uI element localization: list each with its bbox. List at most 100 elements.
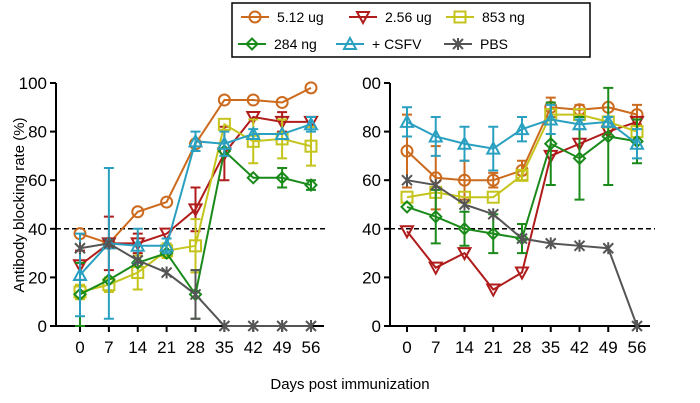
legend-label: 284 ng [274, 36, 317, 52]
data-point [486, 190, 500, 204]
data-point [275, 170, 290, 185]
data-point [304, 178, 318, 192]
data-point [600, 113, 616, 128]
data-point [218, 320, 231, 332]
y-tick-label: 0 [38, 317, 47, 336]
data-point [245, 111, 261, 126]
data-point [514, 266, 530, 281]
data-point [571, 116, 588, 131]
data-point [216, 135, 233, 150]
y-tick-label: 80 [362, 123, 381, 142]
legend-item [349, 11, 377, 26]
data-point [572, 151, 587, 166]
x-tick-label: 7 [104, 338, 113, 357]
data-point [400, 144, 414, 158]
data-point [401, 174, 413, 187]
x-tick-label: 0 [402, 338, 411, 357]
y-tick-label: 40 [28, 220, 47, 239]
data-point [217, 117, 231, 131]
data-point [545, 237, 557, 250]
data-point [573, 239, 586, 252]
x-tick-label: 21 [484, 338, 503, 357]
data-point [458, 198, 471, 211]
data-point [187, 203, 204, 218]
x-tick-label: 35 [541, 338, 560, 357]
legend-marker [355, 11, 371, 26]
data-point [487, 208, 499, 221]
data-point [304, 139, 318, 153]
data-point [543, 136, 558, 151]
series-PBS [401, 174, 643, 332]
legend-marker [245, 37, 259, 51]
y-tick-label: 100 [19, 74, 47, 93]
legend-label: 853 ng [482, 9, 525, 25]
x-tick-label: 28 [513, 338, 532, 357]
data-point [428, 128, 444, 143]
data-point [74, 242, 86, 255]
legend-marker [452, 38, 464, 50]
data-point [276, 320, 288, 332]
data-point [602, 242, 614, 255]
data-point [246, 170, 261, 185]
x-tick-label: 42 [244, 338, 263, 357]
data-point [485, 140, 501, 155]
data-point [456, 135, 473, 150]
data-point [428, 209, 443, 224]
x-tick-label: 28 [186, 338, 205, 357]
data-point [430, 179, 442, 192]
legend-label: 2.56 ug [385, 9, 432, 25]
series--CSFV [399, 103, 645, 172]
y-tick-label: 20 [362, 268, 381, 287]
series-line [406, 113, 638, 199]
data-point [131, 205, 145, 219]
data-point [400, 200, 414, 214]
series-line [79, 123, 312, 276]
legend-label: PBS [480, 36, 508, 52]
legend-label: 5.12 ug [277, 9, 324, 25]
data-point [485, 283, 501, 298]
legend-box [231, 2, 591, 58]
legend-marker [248, 10, 262, 24]
x-tick-label: 56 [302, 338, 321, 357]
data-point [514, 121, 530, 136]
legend-item [238, 37, 266, 51]
legend-item [336, 35, 364, 50]
x-tick-label: 21 [157, 338, 176, 357]
data-point [189, 288, 202, 301]
legend-item [241, 10, 269, 24]
x-tick-label: 7 [431, 338, 440, 357]
x-tick-label: 35 [215, 338, 234, 357]
data-point [132, 254, 144, 267]
data-point [515, 168, 529, 182]
data-point [458, 173, 471, 187]
data-point [245, 125, 261, 141]
series-line [79, 122, 312, 293]
data-point [72, 266, 88, 281]
data-point [305, 320, 317, 332]
data-point [486, 173, 500, 187]
data-point [304, 81, 318, 95]
data-point [631, 320, 643, 332]
series--CSFV [72, 116, 319, 320]
y-tick-label: 80 [28, 123, 47, 142]
data-point [516, 232, 528, 245]
x-tick-label: 49 [599, 338, 618, 357]
data-point [428, 261, 444, 276]
y-tick-label: 20 [28, 268, 47, 287]
y-tick-label: 40 [362, 220, 381, 239]
data-point [130, 237, 146, 252]
y-tick-label: 60 [28, 171, 47, 190]
legend-marker [453, 10, 467, 24]
data-point [456, 247, 473, 262]
data-point [274, 115, 290, 130]
x-tick-label: 14 [455, 338, 474, 357]
data-point [275, 95, 289, 109]
series-PBS [74, 237, 317, 332]
x-tick-label: 42 [570, 338, 589, 357]
series-line [406, 118, 638, 150]
data-point [158, 237, 175, 252]
legend-marker [342, 35, 358, 50]
legend-item [446, 10, 474, 24]
